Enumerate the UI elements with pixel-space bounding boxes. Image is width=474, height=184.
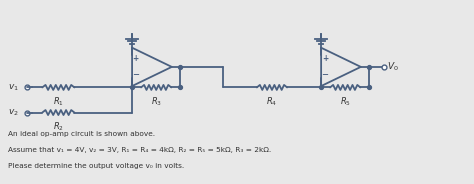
Text: $R_3$: $R_3$ bbox=[151, 95, 162, 108]
Text: −: − bbox=[321, 70, 328, 79]
Text: $v_2$: $v_2$ bbox=[8, 107, 18, 118]
Text: −: − bbox=[132, 70, 139, 79]
Text: $R_2$: $R_2$ bbox=[53, 120, 64, 133]
Text: $R_5$: $R_5$ bbox=[340, 95, 351, 108]
Text: $V_0$: $V_0$ bbox=[387, 61, 399, 73]
Text: $R_4$: $R_4$ bbox=[266, 95, 278, 108]
Text: An ideal op-amp circuit is shown above.: An ideal op-amp circuit is shown above. bbox=[8, 131, 155, 137]
Text: Assume that v₁ = 4V, v₂ = 3V, R₁ = R₄ = 4kΩ, R₂ = R₅ = 5kΩ, R₃ = 2kΩ.: Assume that v₁ = 4V, v₂ = 3V, R₁ = R₄ = … bbox=[8, 147, 271, 153]
Text: Please determine the output voltage v₀ in volts.: Please determine the output voltage v₀ i… bbox=[8, 163, 184, 169]
Text: $R_1$: $R_1$ bbox=[53, 95, 64, 108]
Text: +: + bbox=[133, 54, 139, 63]
Text: +: + bbox=[322, 54, 328, 63]
Text: $v_1$: $v_1$ bbox=[8, 82, 18, 93]
